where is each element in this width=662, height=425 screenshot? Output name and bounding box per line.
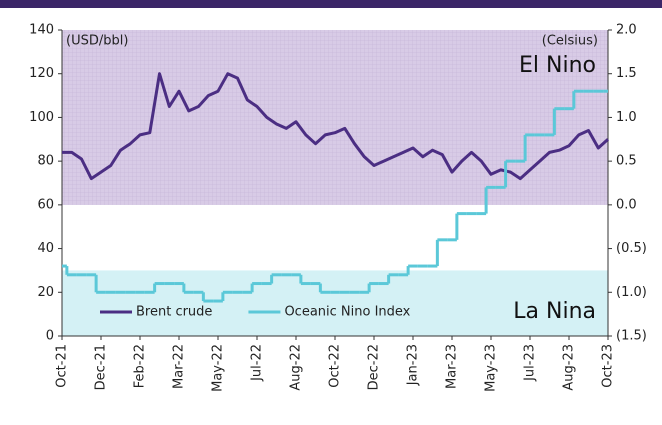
x-tick-label: Aug-22 <box>289 344 304 391</box>
top-bar <box>0 0 662 8</box>
x-tick-label: Jul-23 <box>523 344 538 382</box>
y2-tick-label: 2.0 <box>616 23 637 38</box>
y2-tick-label: 0.5 <box>616 154 637 169</box>
x-tick-label: Dec-21 <box>94 344 109 390</box>
x-tick-label: Oct-21 <box>55 344 70 388</box>
y2-tick-label: (1.5) <box>616 329 647 344</box>
x-tick-label: Aug-23 <box>562 344 577 391</box>
x-tick-label: Mar-22 <box>172 344 187 389</box>
legend-label: Brent crude <box>136 305 212 320</box>
y2-tick-label: 1.5 <box>616 66 637 81</box>
y2-tick-label: (1.0) <box>616 285 647 300</box>
y-tick-label: 20 <box>37 285 54 300</box>
x-tick-label: May-22 <box>211 344 226 392</box>
x-tick-label: Feb-22 <box>133 344 148 388</box>
y2-tick-label: (0.5) <box>616 241 647 256</box>
x-tick-label: Jul-22 <box>250 344 265 382</box>
y-axis-label: (USD/bbl) <box>66 34 128 49</box>
legend-label: Oceanic Nino Index <box>284 305 410 320</box>
y-tick-label: 0 <box>46 329 54 344</box>
x-tick-label: May-23 <box>484 344 499 392</box>
x-tick-label: Mar-23 <box>445 344 460 389</box>
y-tick-label: 80 <box>37 154 54 169</box>
line-series <box>62 72 610 181</box>
y-tick-label: 40 <box>37 241 54 256</box>
y2-tick-label: 0.0 <box>616 197 637 212</box>
region <box>62 270 608 336</box>
y-tick-label: 100 <box>29 110 54 125</box>
x-tick-label: Dec-22 <box>367 344 382 390</box>
y-tick-label: 120 <box>29 66 54 81</box>
y2-tick-label: 1.0 <box>616 110 637 125</box>
x-tick-label: Oct-23 <box>601 344 616 388</box>
region-label: El Nino <box>519 53 596 78</box>
y-tick-label: 60 <box>37 197 54 212</box>
x-tick-label: Oct-22 <box>328 344 343 388</box>
region-label: La Nina <box>513 299 596 324</box>
y2-axis-label: (Celsius) <box>542 34 598 49</box>
y-tick-label: 140 <box>29 23 54 38</box>
x-tick-label: Jan-23 <box>406 344 421 386</box>
